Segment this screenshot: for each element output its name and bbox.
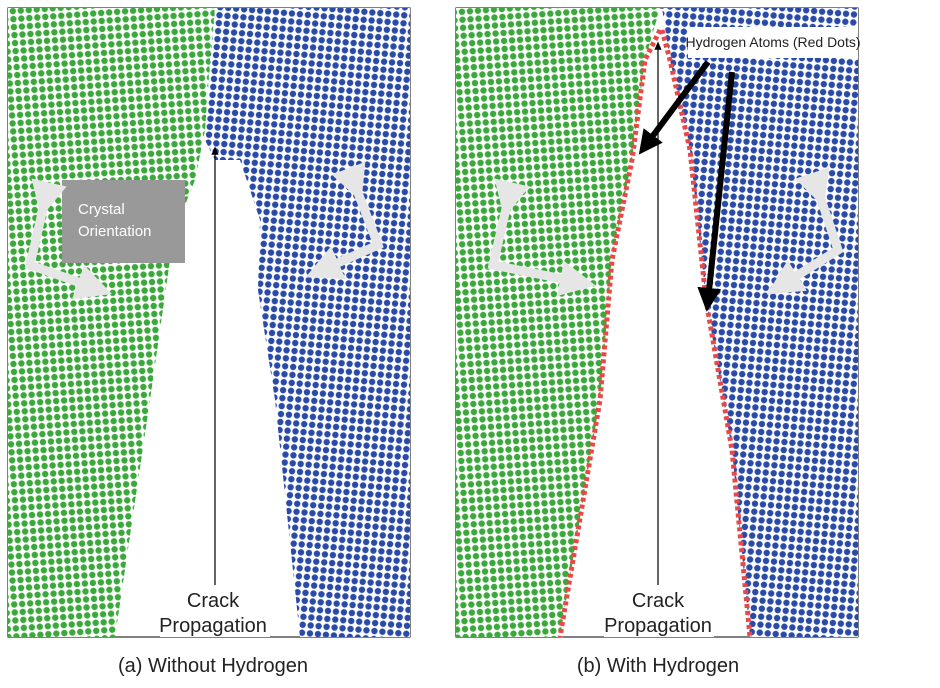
caption: (b) With Hydrogen [577, 655, 739, 677]
caption: (a) Without Hydrogen [118, 655, 308, 677]
panel-b: Crack Propagation Hydrogen Atoms (Red Do… [456, 8, 861, 677]
figure: Crystal Orientation Crack Propagation (a… [0, 0, 940, 688]
crack-label: Propagation [604, 615, 712, 637]
panel-a: Crystal Orientation Crack Propagation (a… [8, 8, 410, 677]
orientation-box [62, 180, 185, 263]
orientation-label: Crystal [78, 201, 125, 218]
orientation-label: Orientation [78, 223, 151, 240]
hydrogen-label: Hydrogen Atoms (Red Dots) [685, 34, 860, 50]
crack-label: Crack [187, 590, 240, 612]
crack-label: Propagation [159, 615, 267, 637]
crack-label: Crack [632, 590, 685, 612]
